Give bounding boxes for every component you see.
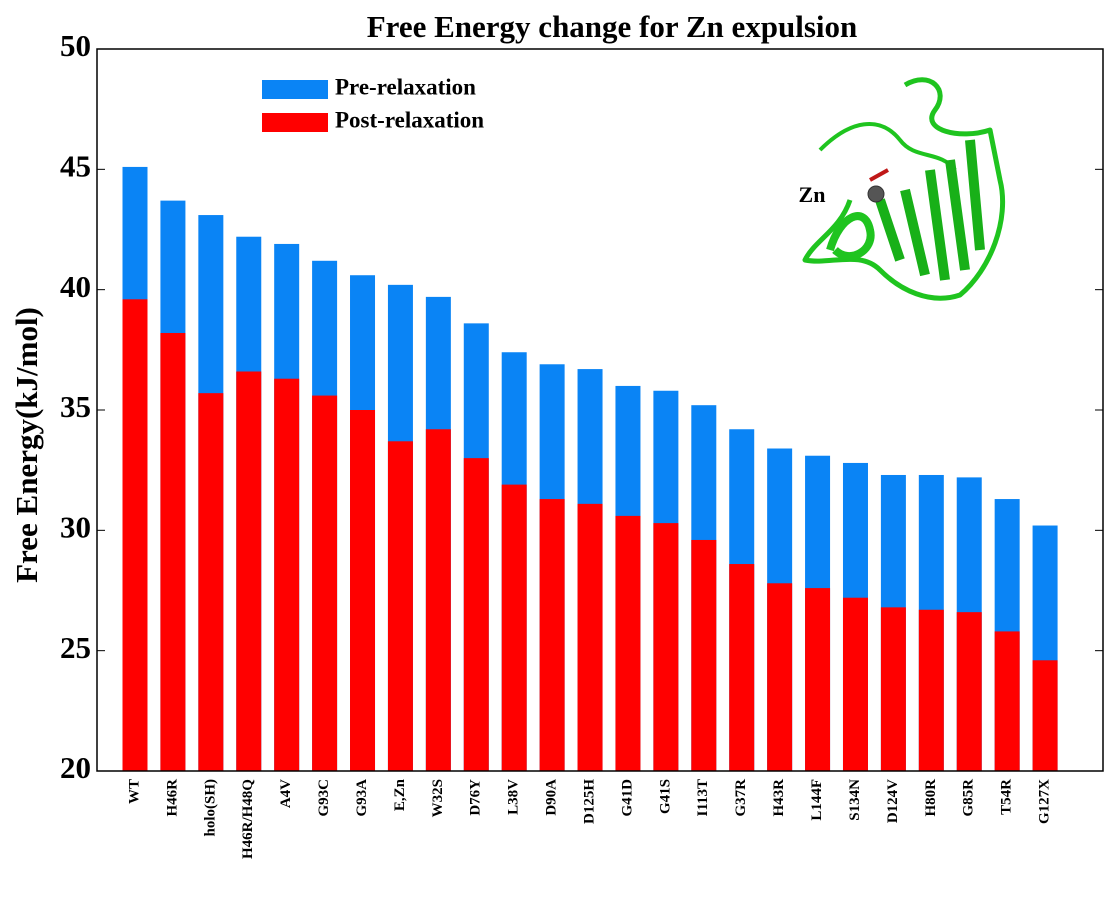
x-tick-label: G41D	[619, 779, 635, 817]
x-tick-label: G41S	[657, 779, 673, 814]
x-tick-label: L144F	[809, 779, 825, 821]
axes-frame	[96, 48, 1104, 772]
x-tick-label: E,Zn	[392, 778, 408, 811]
bar	[160, 332, 186, 771]
legend-label: Pre-relaxation	[335, 74, 476, 99]
bar	[198, 393, 224, 771]
bar	[805, 588, 831, 771]
bar	[767, 583, 793, 771]
x-tick-label: D124V	[885, 779, 901, 823]
x-tick-label: H46R/H48Q	[240, 779, 256, 859]
y-axis-label: Free Energy(kJ/mol)	[9, 307, 44, 583]
x-tick-label: S134N	[847, 779, 863, 821]
x-tick-label: G85R	[961, 779, 977, 817]
bar	[350, 410, 376, 771]
x-tick-label: D90A	[544, 779, 560, 816]
y-tick-label: 40	[60, 269, 91, 304]
y-tick-label: 35	[60, 389, 91, 424]
x-tick-label: H46R	[164, 779, 180, 817]
bar	[653, 523, 679, 771]
x-tick-label: G93A	[354, 779, 370, 817]
annotation: Zn	[799, 182, 826, 207]
x-tick-label: T54R	[999, 779, 1015, 815]
x-tick-label: L38V	[506, 779, 522, 815]
y-tick-label: 20	[60, 750, 91, 785]
bar	[918, 609, 944, 771]
bar	[577, 503, 603, 771]
x-tick-label: I113T	[695, 779, 711, 817]
x-tick-label: D125H	[581, 779, 597, 824]
bar	[312, 395, 338, 771]
x-tick-label: WT	[126, 779, 142, 804]
bar	[274, 378, 300, 771]
bar	[425, 429, 451, 771]
bar	[842, 597, 868, 771]
x-tick-label: W32S	[430, 779, 446, 817]
y-tick-label: 25	[60, 630, 91, 665]
bar	[122, 299, 148, 771]
bar	[956, 612, 982, 771]
y-tick-label: 30	[60, 509, 91, 544]
bar	[994, 631, 1020, 771]
x-tick-label: H80R	[923, 779, 939, 817]
y-tick-label: 45	[60, 148, 91, 183]
x-tick-label: G37R	[733, 779, 749, 817]
bar	[501, 484, 527, 771]
x-tick-label: G127X	[1037, 779, 1053, 824]
bar	[1032, 660, 1058, 771]
chart-title: Free Energy change for Zn expulsion	[367, 9, 858, 44]
legend-swatch	[262, 113, 328, 132]
x-tick-label: H43R	[771, 779, 787, 817]
protein-image	[802, 77, 1006, 301]
x-tick-label: G93C	[316, 779, 332, 817]
x-tick-label: holo(SH)	[202, 779, 218, 837]
bar	[236, 371, 262, 771]
bar	[615, 515, 641, 771]
y-tick-label: 50	[60, 28, 91, 63]
bar	[539, 499, 565, 771]
x-tick-label: A4V	[278, 779, 294, 808]
x-tick-label: D76Y	[468, 779, 484, 816]
bar	[463, 458, 489, 771]
bar	[387, 441, 413, 771]
bar	[691, 539, 717, 771]
bar	[729, 564, 755, 771]
legend-label: Post-relaxation	[335, 107, 484, 132]
legend-swatch	[262, 80, 328, 99]
bar	[880, 607, 906, 771]
